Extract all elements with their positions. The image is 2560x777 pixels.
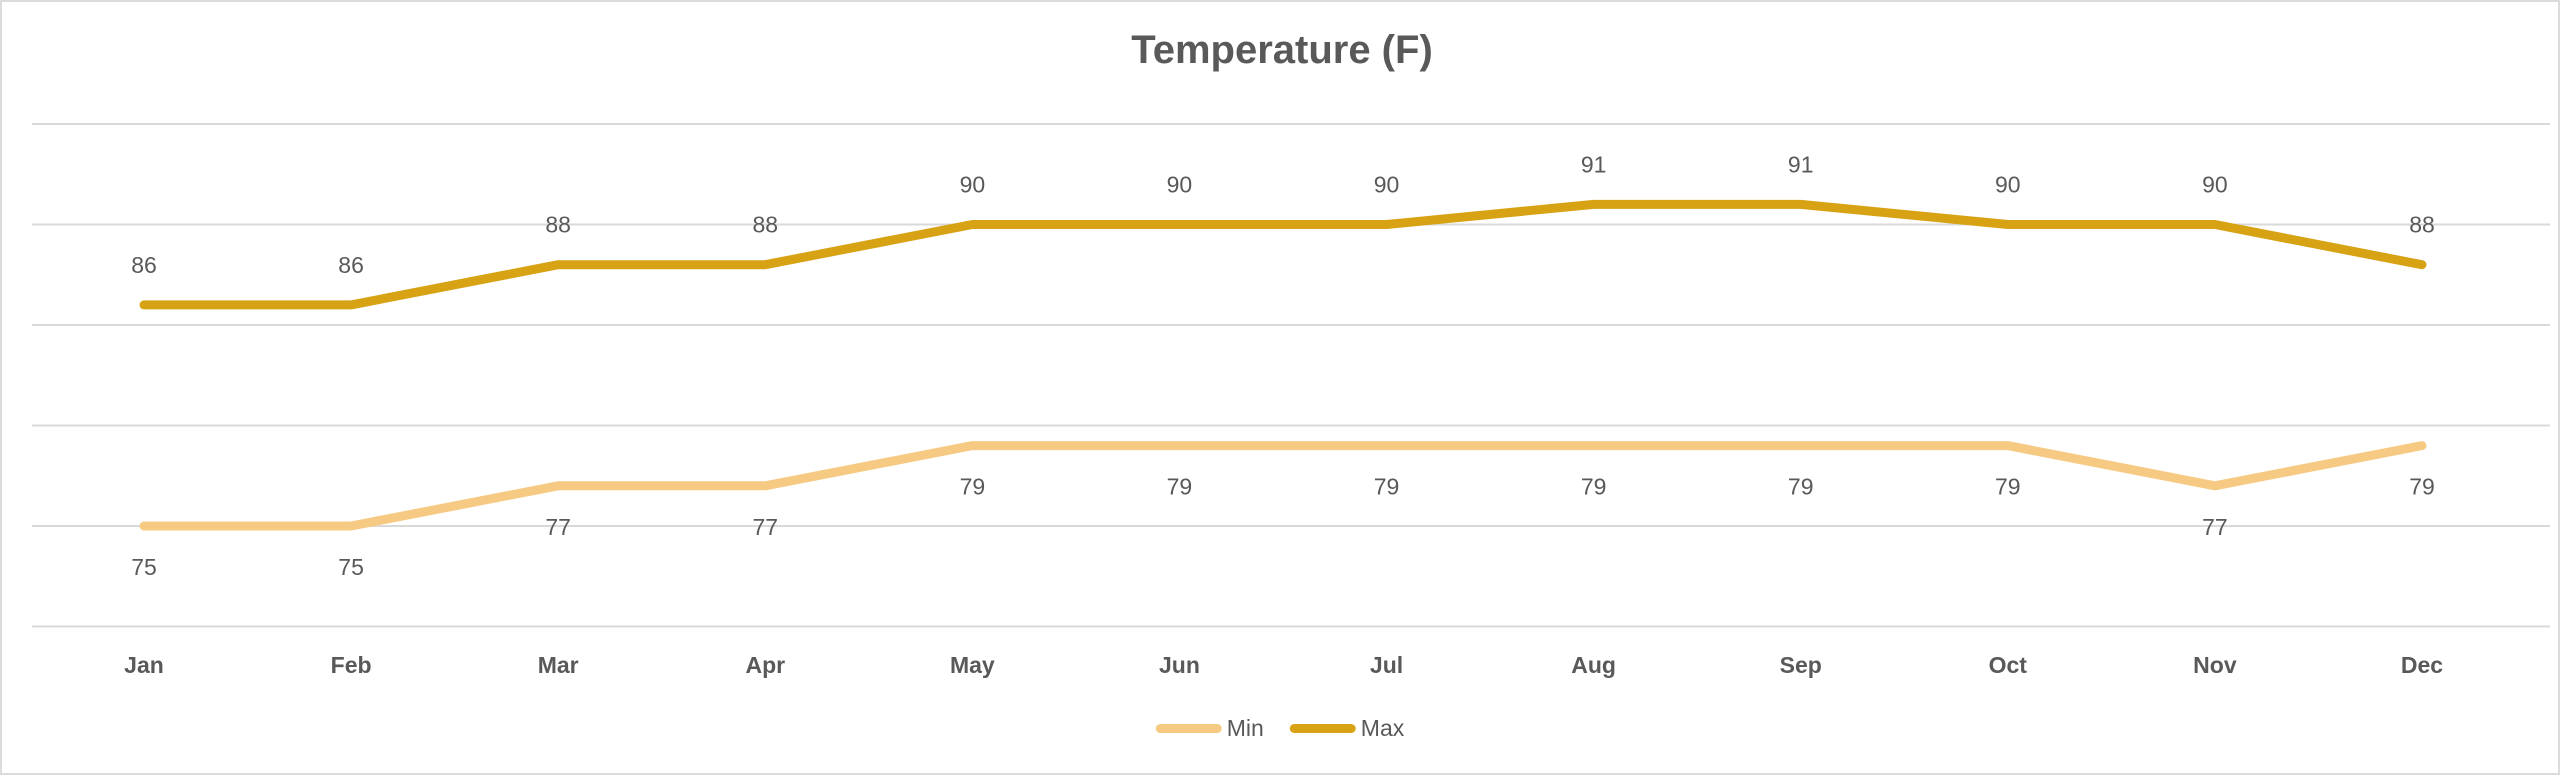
data-label-min: 77 <box>2202 514 2228 540</box>
data-label-max: 91 <box>1788 151 1814 177</box>
data-label-max: 90 <box>1374 172 1400 198</box>
data-label-min: 79 <box>1788 474 1814 500</box>
series-line-max <box>139 199 2427 310</box>
data-label-max: 88 <box>545 212 571 238</box>
data-label-max: 90 <box>1167 172 1193 198</box>
data-label-min: 79 <box>960 474 986 500</box>
data-label-max: 90 <box>2202 172 2228 198</box>
x-axis-label: Feb <box>331 652 372 678</box>
data-label-min: 79 <box>1167 474 1193 500</box>
data-label-max: 86 <box>338 252 364 278</box>
legend-label: Max <box>1360 715 1405 741</box>
legend-item-max: Max <box>1289 715 1405 742</box>
data-label-max: 91 <box>1581 151 1607 177</box>
legend-label: Min <box>1226 715 1264 741</box>
x-axis-label: Jun <box>1159 652 1200 678</box>
data-label-max: 88 <box>2409 212 2435 238</box>
data-label-max: 88 <box>752 212 778 238</box>
data-label-max: 90 <box>960 172 986 198</box>
x-axis-label: Dec <box>2401 652 2443 678</box>
x-axis-label: Aug <box>1571 652 1616 678</box>
chart-legend: Min Max <box>1155 715 1405 742</box>
x-axis-label: Oct <box>1989 652 2028 678</box>
data-label-min: 75 <box>338 554 364 580</box>
data-label-min: 79 <box>1995 474 2021 500</box>
x-axis-label: Jul <box>1370 652 1403 678</box>
chart-title: Temperature (F) <box>1131 28 1433 72</box>
x-axis-label: May <box>950 652 995 678</box>
data-label-min: 79 <box>1581 474 1607 500</box>
x-axis-label: Nov <box>2193 652 2237 678</box>
series-line-min <box>139 441 2427 531</box>
legend-swatch-min <box>1155 724 1222 733</box>
data-label-min: 77 <box>545 514 571 540</box>
data-label-min: 75 <box>131 554 157 580</box>
legend-item-min: Min <box>1155 715 1264 742</box>
data-label-min: 77 <box>752 514 778 540</box>
data-label-max: 86 <box>131 252 157 278</box>
data-label-max: 90 <box>1995 172 2021 198</box>
x-axis-label: Mar <box>538 652 579 678</box>
data-label-min: 79 <box>1374 474 1400 500</box>
data-label-min: 79 <box>2409 474 2435 500</box>
x-axis-label: Apr <box>745 652 785 678</box>
x-axis-label: Sep <box>1780 652 1822 678</box>
legend-swatch-max <box>1289 724 1356 733</box>
x-axis-label: Jan <box>124 652 164 678</box>
